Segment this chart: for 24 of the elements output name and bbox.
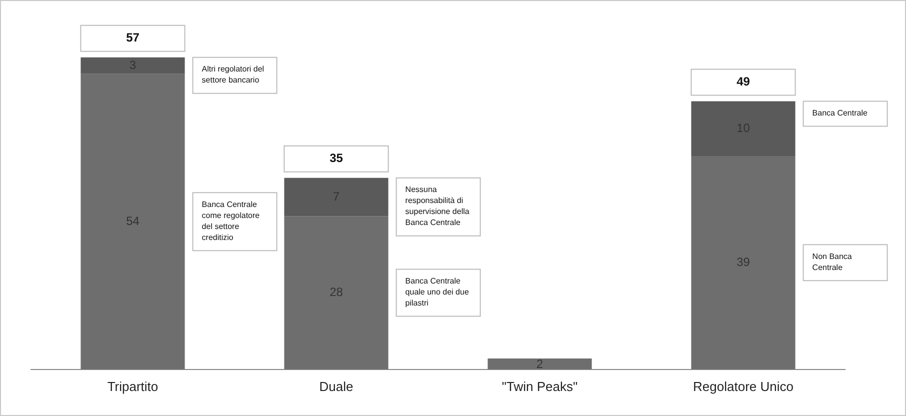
annotation: Banca Centrale quale uno dei due pilastri	[405, 276, 470, 308]
x-tick-label: Regolatore Unico	[693, 378, 794, 394]
data-label: 2	[536, 356, 544, 371]
x-tick-label: Duale	[319, 378, 354, 394]
bar	[80, 74, 185, 370]
bar	[691, 101, 796, 156]
bar	[80, 57, 185, 74]
total-label: 49	[736, 74, 750, 89]
annotation: Non Banca Centrale	[812, 252, 852, 272]
bar	[488, 358, 592, 370]
bar	[284, 216, 388, 370]
annotation: Banca Centrale come regolatore del settore creditizio	[202, 200, 260, 242]
annotation: Altri regolatori del settore bancario	[202, 64, 264, 85]
total-label: 57	[126, 30, 140, 45]
x-tick-label: "Twin Peaks"	[502, 378, 578, 394]
data-label: 28	[330, 285, 344, 300]
bar	[284, 178, 388, 216]
x-tick-label: Tripartito	[107, 378, 158, 394]
data-label: 54	[126, 214, 140, 228]
annotation: Banca Centrale	[812, 108, 868, 118]
annotation: Nessuna responsabilità di supervisione della Banca Centrale	[405, 185, 470, 228]
bar	[691, 156, 796, 370]
data-label: 39	[736, 254, 750, 269]
total-label: 35	[330, 151, 344, 166]
